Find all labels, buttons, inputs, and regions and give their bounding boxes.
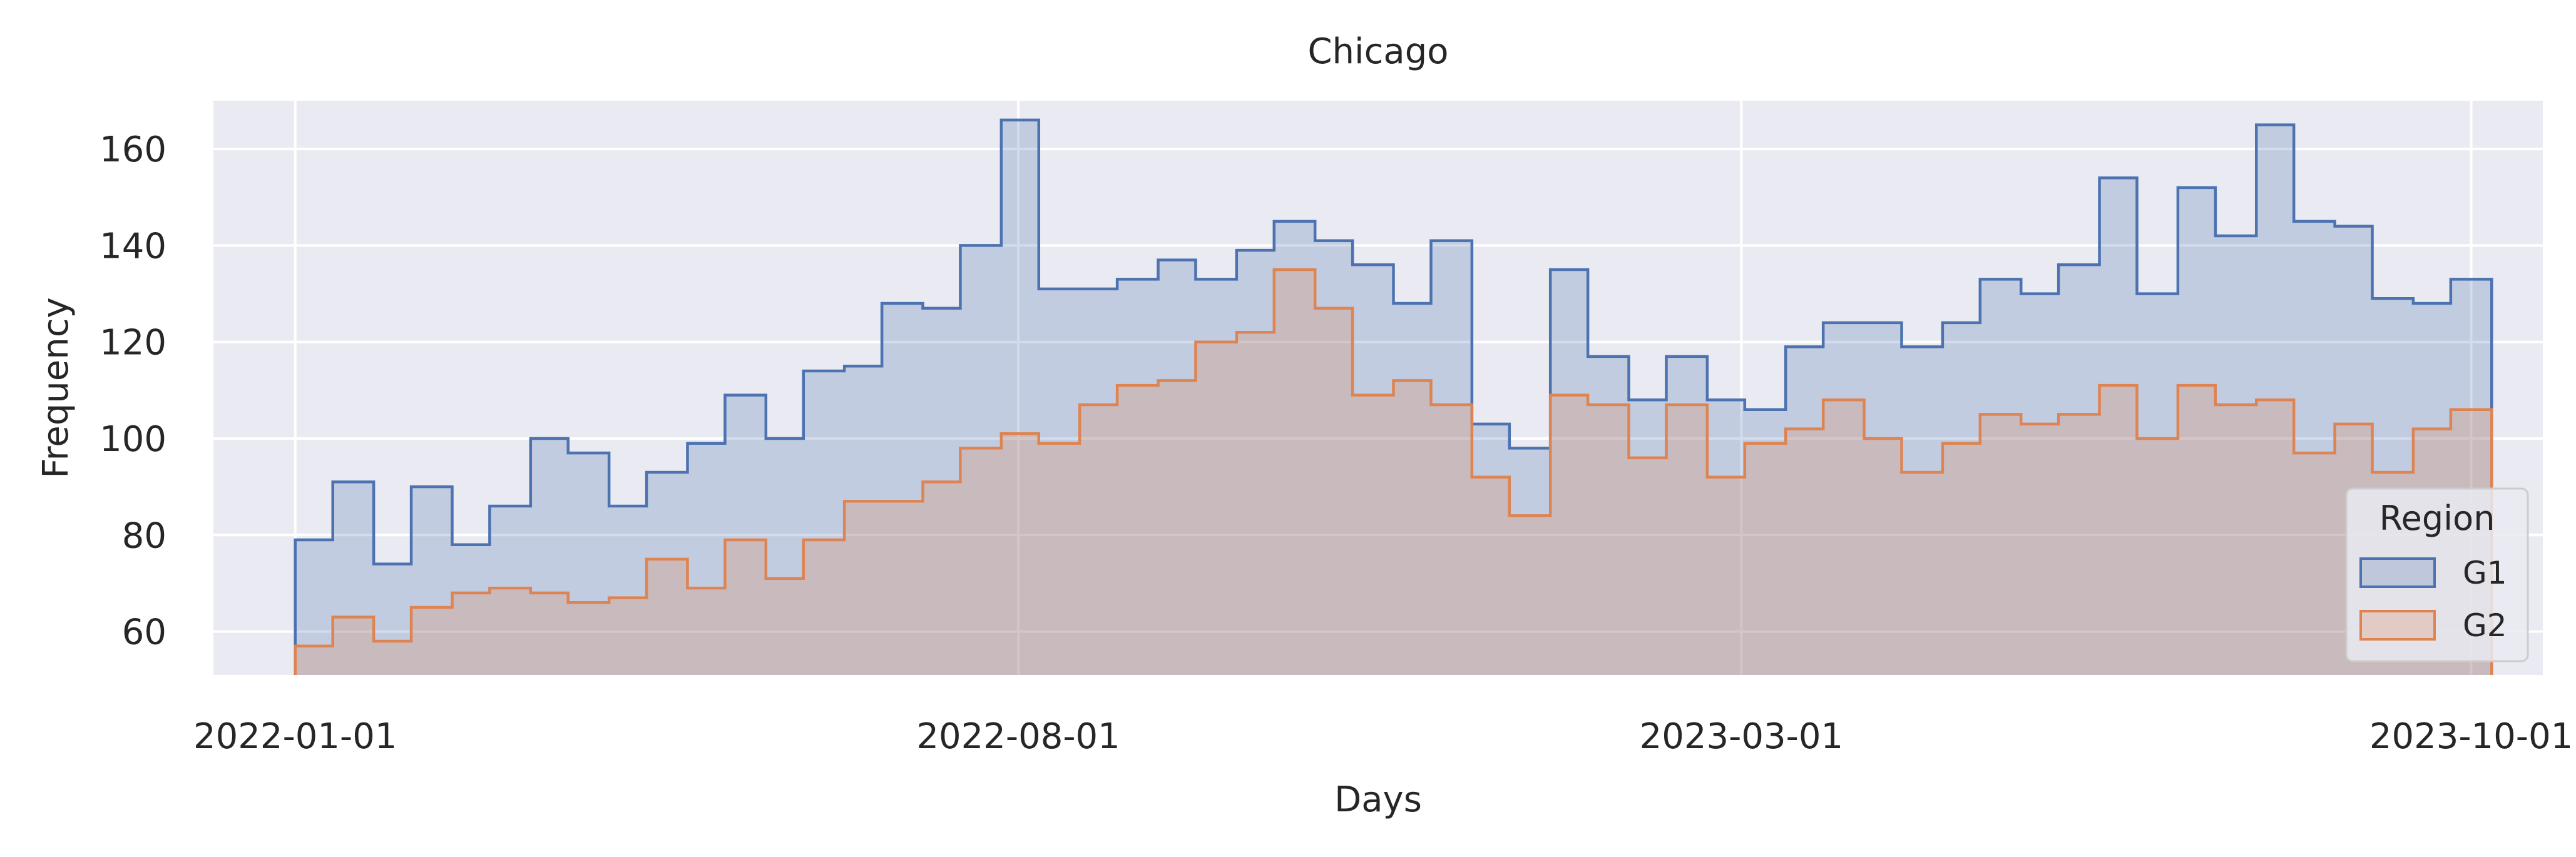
legend-swatch-g1 xyxy=(2359,557,2436,588)
y-tick-label: 60 xyxy=(122,612,166,653)
y-tick-label: 140 xyxy=(100,226,166,266)
y-tick-label: 100 xyxy=(100,419,166,460)
y-axis-label: Frequency xyxy=(36,297,76,478)
series-area-g2 xyxy=(295,270,2492,675)
y-tick-label: 160 xyxy=(100,129,166,170)
y-tick-label: 120 xyxy=(100,323,166,363)
legend: Region G1 G2 xyxy=(2345,487,2529,662)
y-tick-label: 80 xyxy=(122,515,166,556)
x-axis-label: Days xyxy=(1334,779,1422,820)
x-tick-labels: 2022-01-01 2022-08-01 2023-03-01 2023-10-01 xyxy=(193,716,2573,757)
y-tick-labels: 60 80 100 120 140 160 xyxy=(100,129,166,652)
series-line-g1 xyxy=(294,118,2493,675)
series-layer xyxy=(294,118,2493,675)
legend-label-g1: G1 xyxy=(2463,555,2507,591)
legend-box xyxy=(2345,487,2529,662)
grid-lines xyxy=(213,101,2543,675)
legend-swatch-g2 xyxy=(2359,610,2436,641)
plot-background xyxy=(213,101,2543,675)
legend-title: Region xyxy=(2379,499,2495,538)
series-line-g2 xyxy=(294,268,2493,675)
x-tick-label: 2022-01-01 xyxy=(193,716,397,757)
x-tick-label: 2023-03-01 xyxy=(1640,716,1843,757)
legend-label-g2: G2 xyxy=(2463,607,2507,644)
series-g2 xyxy=(294,268,2493,675)
chart-title: Chicago xyxy=(1307,31,1448,72)
x-tick-label: 2023-10-01 xyxy=(2369,716,2573,757)
x-tick-label: 2022-08-01 xyxy=(916,716,1120,757)
